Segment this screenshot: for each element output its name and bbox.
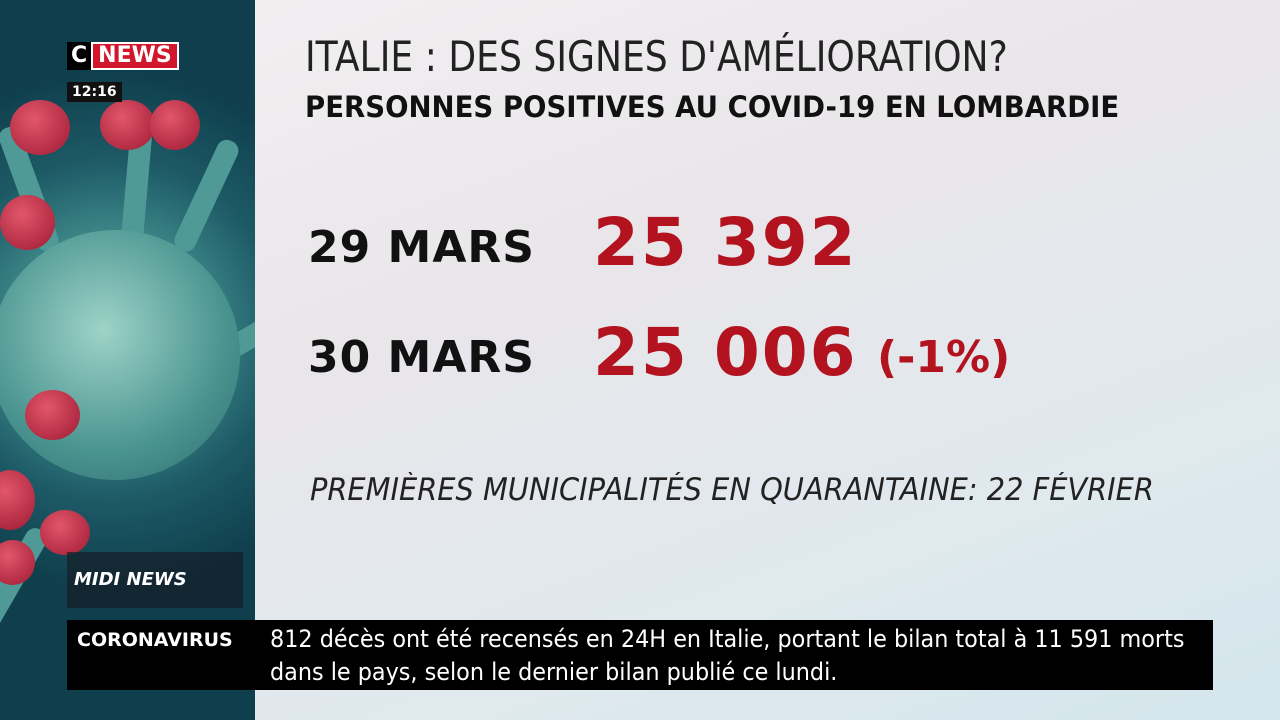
row-value: 25 392 (593, 204, 858, 281)
ticker-text: 812 décès ont été recensés en 24H en Ita… (270, 623, 1184, 689)
row-value: 25 006 (593, 314, 858, 391)
ticker-line: 812 décès ont été recensés en 24H en Ita… (270, 625, 1185, 653)
logo-letter: C (67, 42, 92, 70)
title: ITALIE : DES SIGNES D'AMÉLIORATION? (305, 32, 1008, 81)
virus-image (0, 0, 255, 720)
logo: C NEWS (67, 42, 179, 70)
ticker-label: CORONAVIRUS (77, 629, 233, 651)
row-date: 30 MARS (308, 332, 535, 383)
logo-word: NEWS (91, 42, 179, 70)
ticker: CORONAVIRUS 812 décès ont été recensés e… (67, 620, 1213, 690)
show-box: MIDI NEWS (67, 552, 243, 608)
row-date: 29 MARS (308, 222, 535, 273)
clock: 12:16 (67, 82, 122, 102)
row-change: (-1%) (877, 332, 1011, 383)
subtitle: PERSONNES POSITIVES AU COVID-19 EN LOMBA… (305, 90, 1120, 124)
ticker-line: dans le pays, selon le dernier bilan pub… (270, 658, 838, 686)
footnote: PREMIÈRES MUNICIPALITÉS EN QUARANTAINE: … (310, 472, 1154, 508)
show-name: MIDI NEWS (74, 569, 187, 590)
